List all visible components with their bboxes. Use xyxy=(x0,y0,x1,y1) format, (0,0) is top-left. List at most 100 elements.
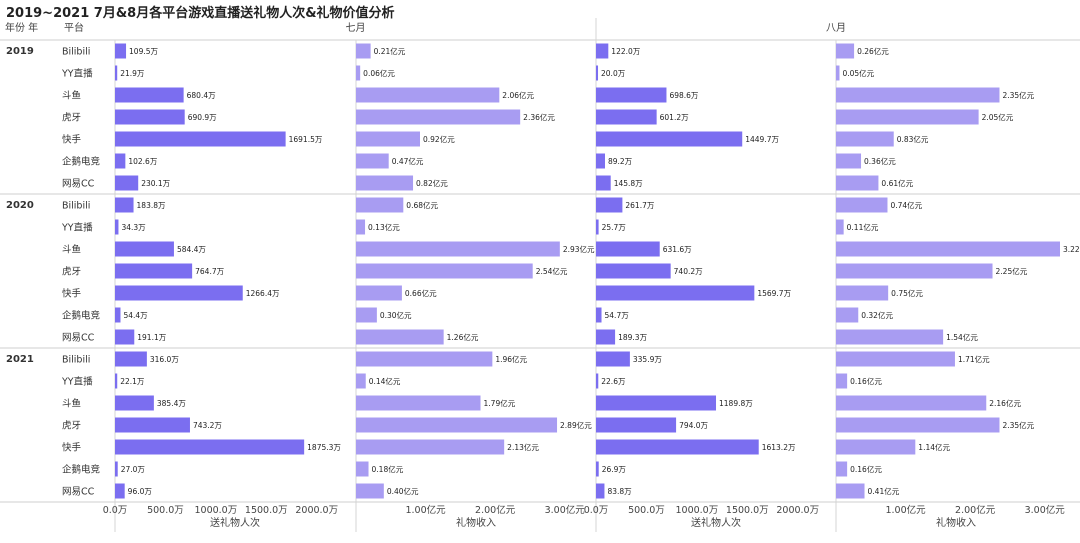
bar xyxy=(356,219,366,235)
bar xyxy=(836,197,888,213)
bar xyxy=(115,153,126,169)
data-label: 0.18亿元 xyxy=(372,464,404,474)
x-tick-label: 3.00亿元 xyxy=(1025,504,1066,516)
bar xyxy=(596,439,759,455)
bar xyxy=(115,285,243,301)
data-label: 183.8万 xyxy=(137,201,166,210)
data-label: 0.11亿元 xyxy=(847,222,879,232)
bar xyxy=(115,263,193,279)
data-label: 0.16亿元 xyxy=(850,376,882,386)
platform-label: YY直播 xyxy=(61,376,93,388)
data-label: 1.79亿元 xyxy=(484,398,516,408)
bar xyxy=(115,307,121,323)
data-label: 631.6万 xyxy=(663,245,692,254)
data-label: 54.7万 xyxy=(605,311,630,320)
x-tick-label: 1.00亿元 xyxy=(885,504,926,516)
bar xyxy=(836,483,865,499)
data-label: 189.3万 xyxy=(618,333,647,342)
x-tick-label: 1500.0万 xyxy=(245,505,288,516)
bar xyxy=(596,109,657,125)
data-label: 0.16亿元 xyxy=(850,464,882,474)
data-label: 102.6万 xyxy=(128,157,157,166)
data-label: 584.4万 xyxy=(177,245,206,254)
data-label: 740.2万 xyxy=(674,267,703,276)
bar xyxy=(115,131,286,147)
data-label: 794.0万 xyxy=(679,421,708,430)
data-label: 0.74亿元 xyxy=(890,200,922,210)
data-label: 385.4万 xyxy=(157,399,186,408)
data-label: 1.71亿元 xyxy=(958,354,990,364)
data-label: 1.14亿元 xyxy=(918,442,950,452)
data-label: 0.41亿元 xyxy=(868,486,900,496)
bar xyxy=(596,43,609,59)
bar xyxy=(596,417,677,433)
data-label: 680.4万 xyxy=(187,91,216,100)
data-label: 0.47亿元 xyxy=(392,156,424,166)
bar xyxy=(356,417,558,433)
platform-label: 虎牙 xyxy=(62,112,81,124)
x-tick-label: 1500.0万 xyxy=(726,505,769,516)
platform-label: Bilibili xyxy=(62,355,90,366)
data-label: 27.0万 xyxy=(121,465,146,474)
bar xyxy=(836,439,916,455)
platform-label: Bilibili xyxy=(62,201,90,212)
bar xyxy=(115,351,147,367)
bar xyxy=(596,219,599,235)
data-label: 2.06亿元 xyxy=(502,90,534,100)
platform-label: 快手 xyxy=(62,134,82,146)
bar xyxy=(836,263,993,279)
x-tick-label: 2.00亿元 xyxy=(475,504,516,516)
x-axis-title: 礼物收入 xyxy=(456,516,496,529)
data-label: 261.7万 xyxy=(625,201,654,210)
bar xyxy=(115,43,127,59)
data-label: 1.96亿元 xyxy=(495,354,527,364)
data-label: 0.82亿元 xyxy=(416,178,448,188)
bar xyxy=(115,109,185,125)
x-axis-title: 礼物收入 xyxy=(936,516,976,529)
data-label: 1.26亿元 xyxy=(447,332,479,342)
data-label: 2.93亿元 xyxy=(563,244,595,254)
bar xyxy=(836,87,1000,103)
bar xyxy=(356,483,384,499)
bar xyxy=(596,307,602,323)
bar xyxy=(115,439,305,455)
data-label: 0.14亿元 xyxy=(369,376,401,386)
bar xyxy=(596,461,599,477)
platform-label: 企鹅电竞 xyxy=(62,156,101,168)
data-label: 2.54亿元 xyxy=(536,266,568,276)
bar xyxy=(596,329,616,345)
x-axis-title: 送礼物人次 xyxy=(210,516,260,529)
bar xyxy=(356,43,371,59)
data-label: 0.66亿元 xyxy=(405,288,437,298)
data-label: 230.1万 xyxy=(141,179,170,188)
bar xyxy=(836,175,879,191)
bar xyxy=(356,131,420,147)
data-label: 2.36亿元 xyxy=(523,112,555,122)
bar xyxy=(356,329,444,345)
data-label: 145.8万 xyxy=(614,179,643,188)
data-label: 26.9万 xyxy=(602,465,627,474)
platform-label: 企鹅电竞 xyxy=(62,310,101,322)
data-label: 1613.2万 xyxy=(762,443,796,452)
x-tick-label: 2.00亿元 xyxy=(955,504,996,516)
data-label: 0.75亿元 xyxy=(891,288,923,298)
bar xyxy=(356,241,560,257)
x-axis-title: 送礼物人次 xyxy=(691,516,741,529)
data-label: 0.21亿元 xyxy=(374,46,406,56)
bar xyxy=(596,263,671,279)
data-label: 2.35亿元 xyxy=(1002,90,1034,100)
data-label: 54.4万 xyxy=(123,311,148,320)
bar xyxy=(596,131,743,147)
year-column-header: 年份 年 xyxy=(5,21,38,34)
bar xyxy=(356,175,414,191)
bar xyxy=(115,483,125,499)
data-label: 0.61亿元 xyxy=(881,178,913,188)
data-label: 2.35亿元 xyxy=(1002,420,1034,430)
bar xyxy=(596,153,605,169)
data-label: 2.16亿元 xyxy=(989,398,1021,408)
data-label: 601.2万 xyxy=(660,113,689,122)
data-label: 96.0万 xyxy=(128,487,153,496)
data-label: 1266.4万 xyxy=(246,289,280,298)
data-label: 89.2万 xyxy=(608,157,633,166)
bar xyxy=(836,373,848,389)
